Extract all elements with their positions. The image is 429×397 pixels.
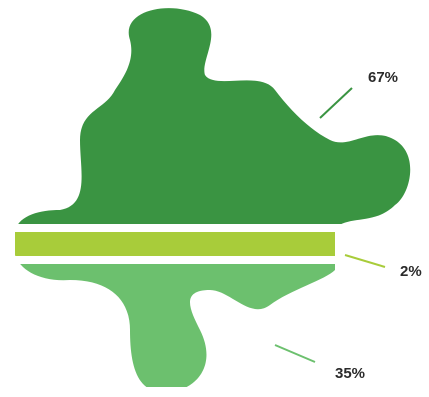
value-label: 35%: [335, 365, 365, 382]
value-label: 2%: [400, 263, 422, 280]
segment: [15, 8, 411, 224]
value-label: 67%: [368, 69, 398, 86]
leader-line: [274, 344, 316, 363]
leader-line: [319, 87, 353, 119]
segment: [15, 232, 411, 256]
leader-line: [344, 254, 386, 268]
puzzle-piece: [15, 8, 411, 387]
